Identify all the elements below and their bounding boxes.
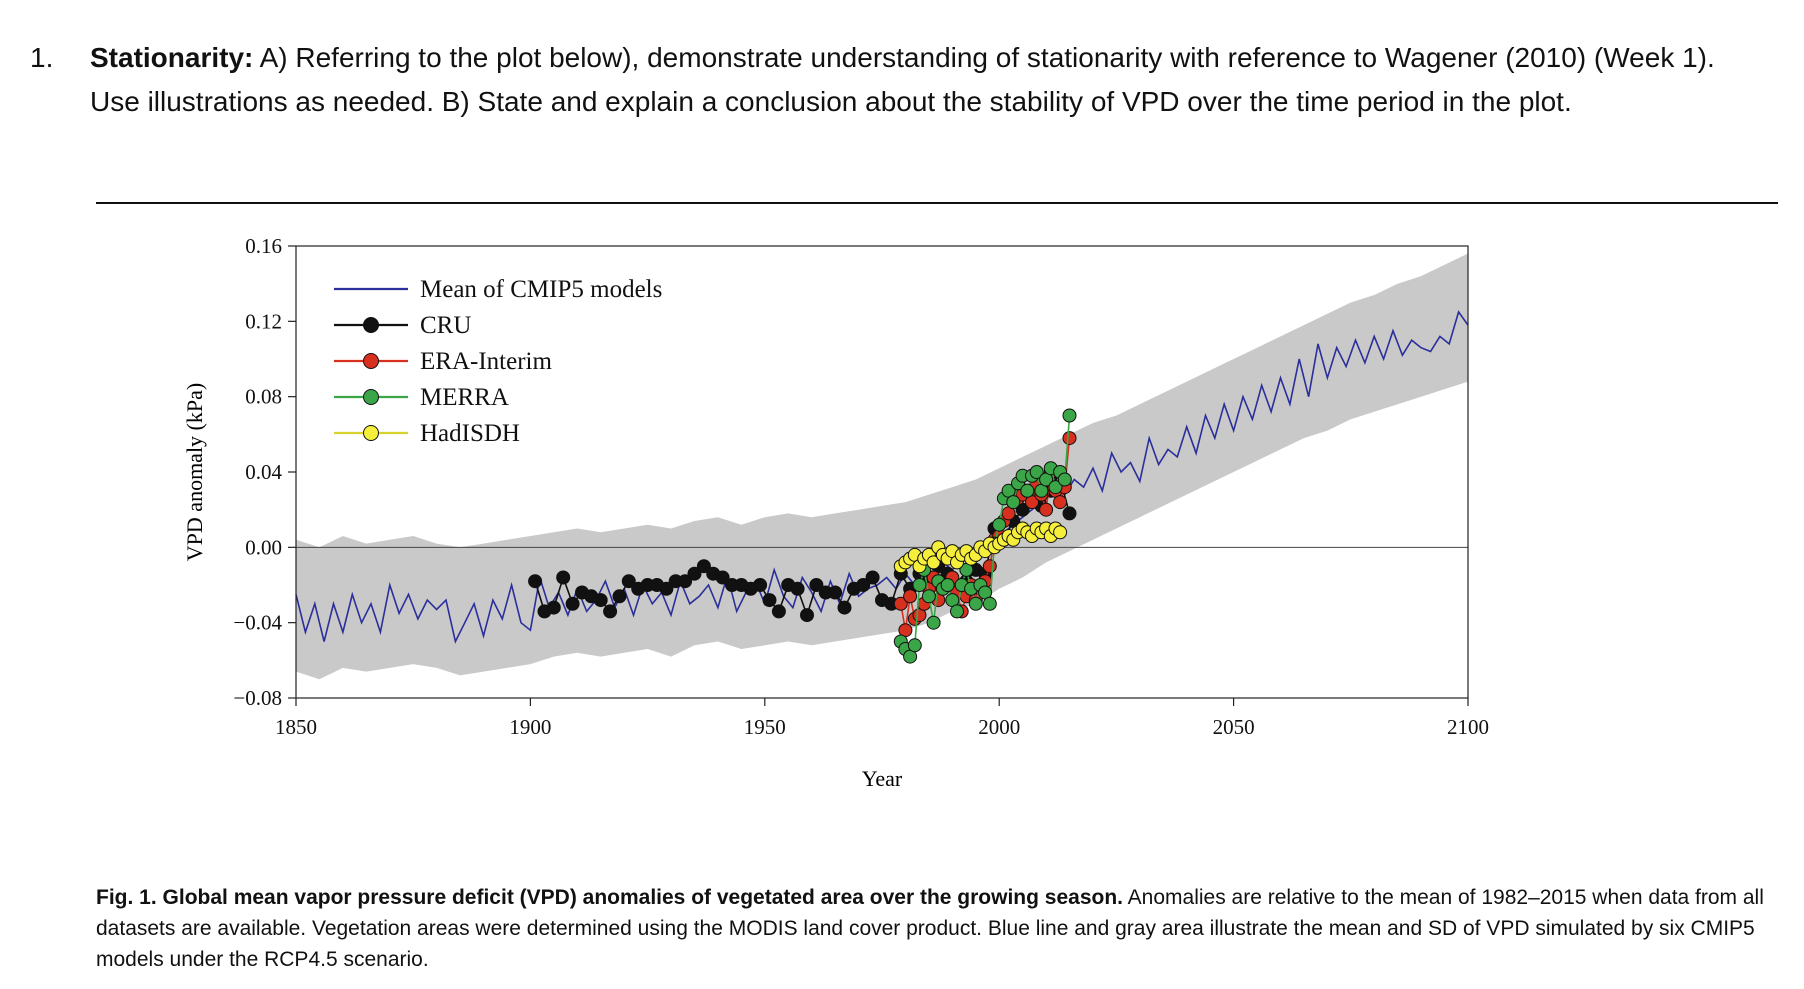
data-point-cru: [546, 600, 561, 615]
data-point-cru: [715, 570, 730, 585]
question-number: 1.: [30, 42, 54, 73]
data-point-cru: [565, 596, 580, 611]
legend-marker-era-interim: [363, 353, 379, 369]
data-point-cru: [687, 566, 702, 581]
legend-label-mean-of-cmip5-models: Mean of CMIP5 models: [420, 276, 662, 303]
data-point-cru: [612, 589, 627, 604]
data-point-cru: [659, 581, 674, 596]
y-tick-label: 0.16: [245, 234, 282, 258]
x-tick-label: 2000: [978, 715, 1020, 739]
y-tick-label: −0.08: [233, 686, 282, 710]
x-tick-label: 2100: [1447, 715, 1489, 739]
data-point-cru: [771, 604, 786, 619]
series-hadisdh: [893, 521, 1068, 574]
series-line-cmip5-mean: [295, 310, 1469, 644]
data-point-cru: [603, 604, 618, 619]
data-point-merra: [1048, 480, 1063, 495]
legend-label-merra: MERRA: [420, 384, 509, 411]
data-point-cru: [800, 608, 814, 623]
y-tick-label: 0.12: [245, 309, 282, 333]
data-point-merra: [907, 638, 922, 653]
data-point-era-interim: [982, 559, 997, 574]
data-point-merra: [950, 604, 964, 619]
caption-label: Fig. 1.: [96, 886, 157, 909]
data-point-merra: [1029, 465, 1044, 479]
data-point-era-interim: [893, 596, 908, 611]
question-heading: Stationarity:: [90, 42, 254, 73]
vpd-anomaly-chart: −0.08 −0.04 0.00 0.04 0.08 0.12 0.16 1850 1900 19…: [182, 234, 1489, 791]
legend-label-cru: CRU: [420, 312, 471, 339]
legend-label-hadisdh: HadISDH: [420, 420, 520, 447]
data-point-cru: [696, 559, 711, 574]
data-point-merra: [921, 589, 936, 604]
caption-text: Anomalies are relative to the mean of 19…: [96, 886, 1764, 971]
data-point-merra: [968, 596, 983, 611]
legend-marker-cru: [363, 317, 379, 333]
data-point-cru: [790, 581, 805, 596]
figure-caption: Fig. 1. Global mean vapor pressure defic…: [96, 882, 1786, 975]
data-point-hadisdh: [926, 555, 941, 570]
question-body: Stationarity: A) Referring to the plot b…: [90, 36, 1750, 124]
data-point-cru: [856, 578, 871, 592]
y-tick-label: −0.04: [233, 611, 282, 635]
data-point-cru: [828, 585, 843, 600]
data-point-era-interim: [1062, 431, 1077, 446]
y-tick-label: 0.00: [245, 535, 282, 559]
y-tick-label: 0.08: [245, 385, 282, 409]
question-text: A) Referring to the plot below), demonst…: [90, 42, 1715, 117]
axis-ticks: −0.08 −0.04 0.00 0.04 0.08 0.12 0.16 1850 1900 19…: [233, 234, 1489, 739]
data-point-merra: [982, 596, 997, 611]
divider-line: [96, 202, 1778, 204]
sd-band: [296, 253, 1468, 680]
data-point-cru: [556, 570, 571, 585]
data-point-merra: [912, 578, 927, 592]
data-point-cru: [809, 578, 824, 592]
legend: Mean of CMIP5 models CRU ERA-Interim MERRA H…: [334, 276, 662, 447]
x-tick-label: 1850: [275, 715, 317, 739]
data-point-hadisdh: [1053, 525, 1068, 540]
legend-marker-merra: [363, 389, 379, 405]
data-point-merra: [992, 517, 1007, 532]
data-point-cru: [621, 574, 636, 589]
sd-band-layer: [296, 253, 1468, 680]
data-point-merra: [1020, 483, 1035, 498]
data-point-cru: [753, 578, 768, 592]
x-tick-label: 2050: [1213, 715, 1255, 739]
data-point-era-interim: [1039, 502, 1054, 517]
y-tick-label: 0.04: [245, 460, 282, 484]
data-point-cru: [593, 593, 608, 608]
data-point-merra: [1057, 472, 1072, 487]
caption-title: Global mean vapor pressure deficit (VPD)…: [162, 886, 1123, 909]
legend-label-era-interim: ERA-Interim: [420, 348, 552, 375]
data-point-cru: [678, 574, 693, 589]
model-line-layer: [295, 310, 1469, 644]
data-point-cru: [528, 574, 543, 589]
observation-markers: [528, 408, 1077, 664]
data-point-cru: [837, 600, 852, 615]
data-point-era-interim: [1053, 495, 1068, 510]
data-point-cru: [762, 593, 777, 608]
series-merra: [893, 408, 1077, 664]
data-point-era-interim: [903, 589, 918, 604]
x-tick-label: 1950: [744, 715, 786, 739]
data-point-merra: [940, 578, 955, 592]
data-point-cru: [1062, 506, 1077, 521]
x-tick-label: 1900: [509, 715, 551, 739]
data-point-merra: [926, 615, 941, 630]
x-axis-label: Year: [862, 766, 903, 791]
data-point-cru: [865, 570, 880, 585]
data-point-merra: [1062, 408, 1077, 423]
y-axis-label: VPD anomaly (kPa): [182, 383, 207, 561]
data-point-merra: [1006, 495, 1021, 510]
legend-marker-hadisdh: [363, 425, 379, 441]
